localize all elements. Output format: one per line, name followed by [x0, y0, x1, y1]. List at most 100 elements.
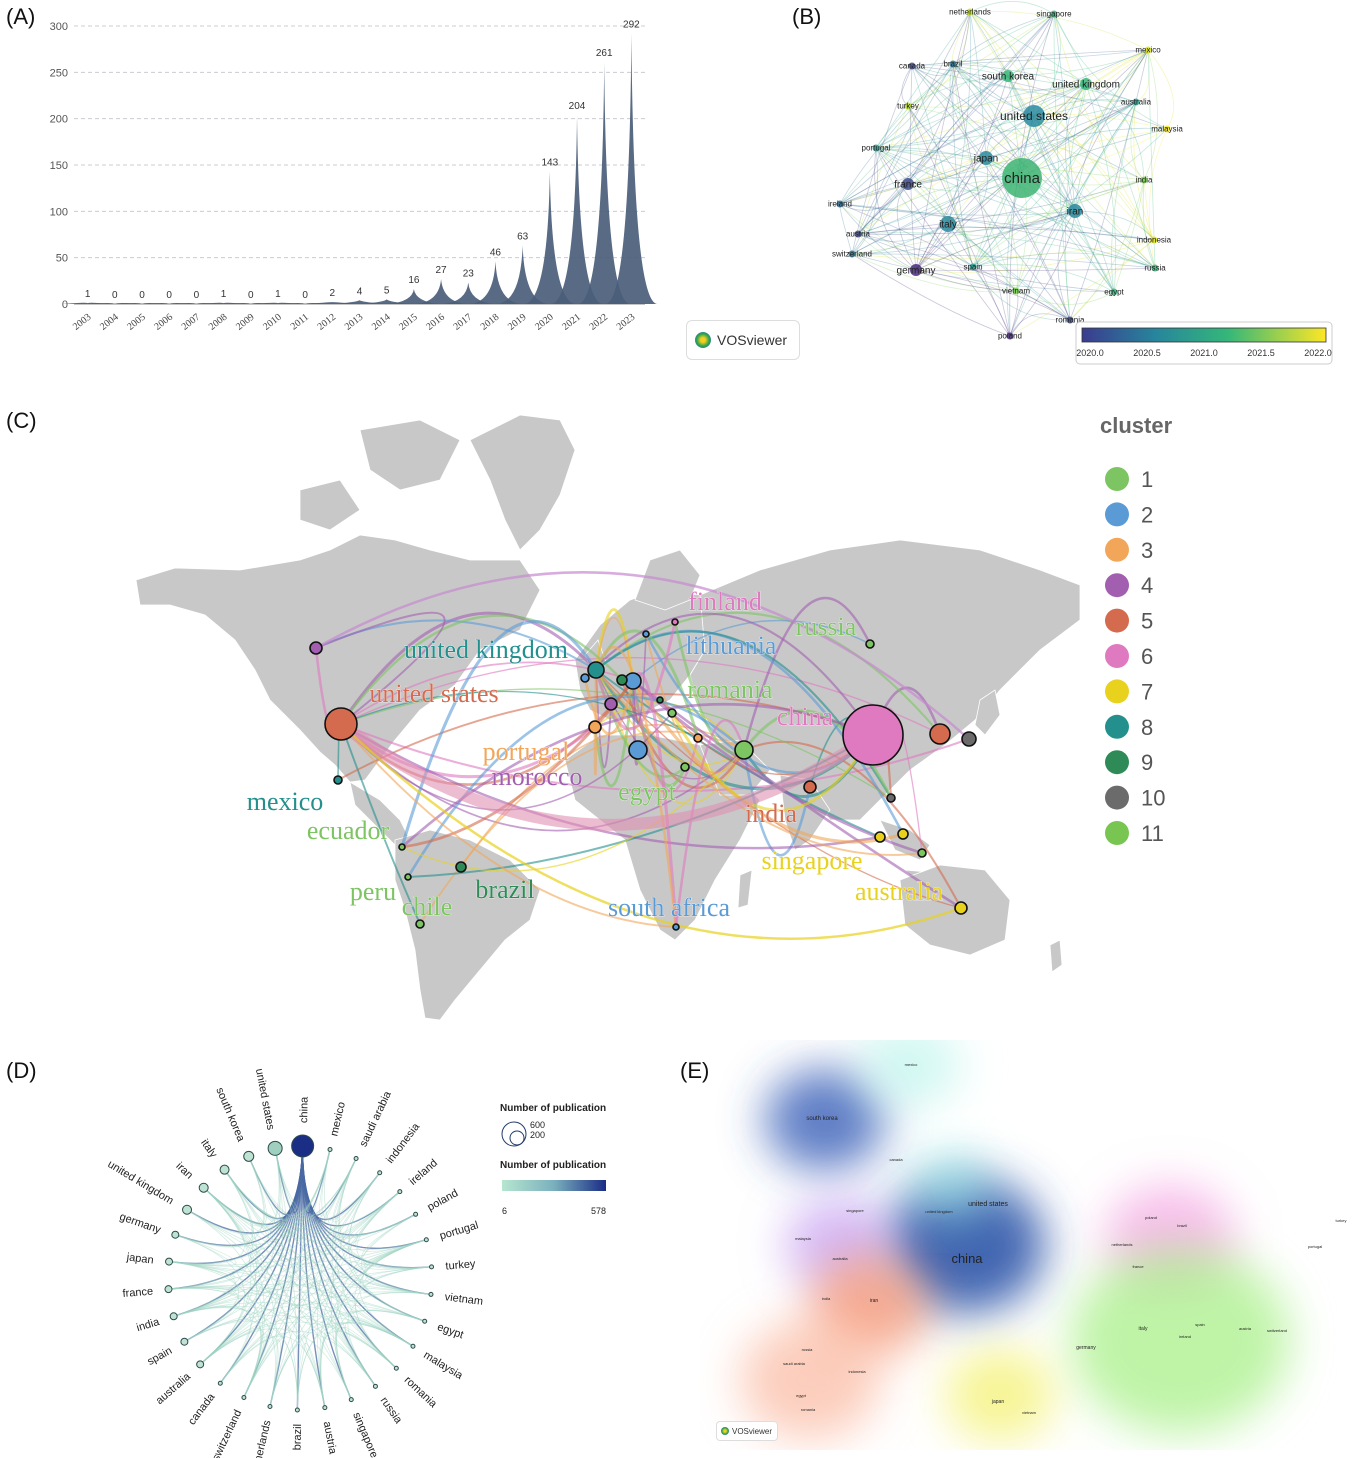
network-link: [857, 49, 1149, 235]
node-united-states: [1023, 105, 1045, 127]
network-link: [851, 13, 1055, 255]
colorbar: [1081, 327, 1327, 343]
density-blob: [860, 1040, 960, 1108]
vosviewer-logo-e: VOSviewer: [716, 1421, 778, 1441]
network-link: [911, 65, 1076, 212]
density-label: romania: [801, 1407, 816, 1412]
collab-arc: [742, 596, 872, 751]
vosviewer-text-e: VOSviewer: [732, 1426, 773, 1436]
network-link: [1033, 115, 1115, 293]
chord-link: [319, 1330, 397, 1408]
country-label: india: [745, 799, 797, 828]
chord-link: [173, 1158, 357, 1317]
chord-link: [168, 1261, 262, 1398]
collab-arc: [631, 680, 904, 844]
node-united-kingdom: [1080, 78, 1092, 90]
vosviewer-logo: VOSviewer: [686, 320, 800, 360]
chord-link: [199, 1148, 281, 1365]
country-node: [415, 919, 425, 929]
chord-link: [186, 1209, 432, 1295]
network-link: [985, 127, 1168, 159]
density-label: australia: [832, 1256, 848, 1261]
chord-link: [173, 1301, 240, 1343]
chord-link: [243, 1149, 331, 1398]
legend-swatch: [1105, 467, 1129, 491]
node-label: singapore: [1036, 10, 1072, 19]
chord-link: [335, 1158, 397, 1369]
country-node: [886, 793, 896, 803]
chord-label: south korea: [213, 1086, 247, 1144]
collab-arc: [743, 740, 962, 909]
country-label: ecuador: [307, 816, 390, 845]
chord-node: [423, 1237, 429, 1243]
size-legend-circle: [501, 1121, 527, 1147]
node-indonesia: [1150, 236, 1158, 244]
country-node: [628, 740, 648, 760]
x-tick-label: 2006: [152, 312, 175, 333]
network-link: [915, 83, 1087, 271]
country-label: mexico: [247, 787, 324, 816]
chord-link: [269, 1322, 414, 1407]
collab-arc: [401, 749, 745, 872]
chord-link: [224, 1169, 376, 1387]
color-legend-bar: [502, 1180, 606, 1191]
country-label: south africa: [608, 893, 730, 922]
network-link: [972, 210, 1076, 268]
network-link: [907, 105, 987, 159]
chord-link: [199, 1321, 397, 1369]
network-link: [1015, 101, 1137, 292]
chord-link: [269, 1239, 427, 1407]
chord-node: [422, 1318, 428, 1324]
network-link: [907, 49, 1149, 185]
chord-link: [173, 1306, 262, 1398]
network-link: [911, 65, 1071, 321]
network-link: [907, 105, 1011, 337]
chord-node: [267, 1140, 283, 1156]
data-label-2013: 4: [357, 286, 363, 297]
chord-node: [327, 1146, 333, 1152]
network-link: [851, 223, 949, 256]
network-link: [947, 157, 989, 225]
country-label: singapore: [761, 846, 862, 875]
chord-link: [219, 1335, 279, 1407]
chord-link: [203, 1148, 281, 1226]
network-link: [985, 83, 1087, 159]
size-legend-value: 200: [530, 1130, 545, 1140]
chord-node: [241, 1394, 247, 1400]
node-canada: [908, 62, 916, 70]
chord-link: [296, 1191, 401, 1410]
chord-node: [410, 1343, 416, 1349]
chord-link: [203, 1187, 376, 1387]
chord-link: [319, 1191, 401, 1408]
network-link: [1111, 101, 1137, 293]
network-link: [1069, 49, 1149, 321]
chord-link: [184, 1320, 298, 1410]
collab-arc: [460, 723, 745, 868]
country-node: [404, 873, 412, 881]
network-link: [839, 75, 1009, 205]
data-label-2014: 5: [384, 285, 390, 296]
network-link: [952, 63, 1035, 117]
network-link: [1113, 179, 1145, 293]
country-overlay-network: netherlands singapore mexico canada brazil so…: [828, 1, 1333, 365]
network-link: [907, 105, 1145, 181]
collab-arc: [339, 614, 623, 725]
network-link: [1147, 49, 1175, 130]
y-tick-label: 150: [50, 160, 68, 172]
chord-link: [173, 1307, 298, 1410]
chord-link: [348, 1172, 425, 1322]
collab-arc: [593, 680, 635, 788]
density-label: brazil: [1177, 1223, 1187, 1228]
x-tick-label: 2019: [506, 312, 529, 333]
network-link: [851, 179, 1145, 255]
country-node: [580, 673, 590, 683]
x-tick-label: 2016: [424, 312, 447, 333]
network-link: [907, 157, 987, 185]
network-link: [1130, 101, 1145, 181]
data-label-2020: 143: [541, 157, 558, 168]
network-link: [839, 203, 1156, 269]
chord-link: [199, 1191, 401, 1365]
data-label-2012: 2: [330, 288, 336, 299]
node-label: ireland: [828, 200, 852, 209]
chord-link: [203, 1156, 267, 1227]
